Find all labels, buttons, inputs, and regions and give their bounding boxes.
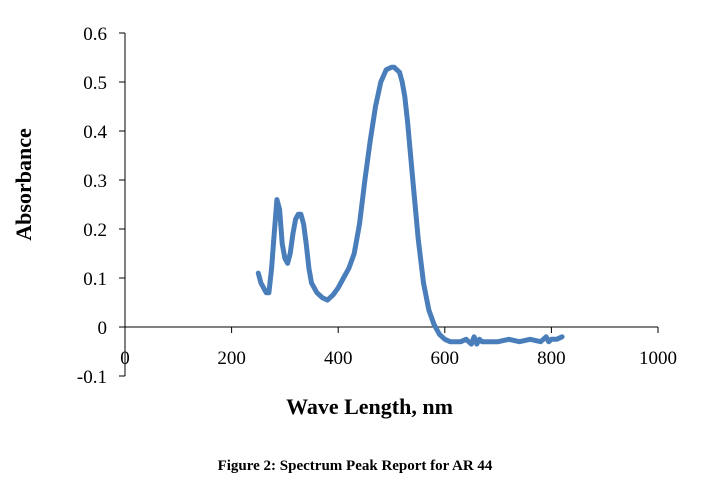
- y-axis-title: Absorbance: [11, 128, 36, 241]
- axes: [119, 32, 659, 377]
- y-tick-label: 0: [98, 318, 108, 339]
- x-tick-label: 1000: [639, 348, 677, 369]
- y-axis-tick-labels: 0.6 0.5 0.4 0.3 0.2 0.1 0 -0.1: [77, 24, 108, 388]
- series-lines: [255, 64, 565, 347]
- y-tick-label: 0.6: [83, 24, 107, 45]
- x-tick-label: 200: [217, 348, 246, 369]
- y-tick-label: 0.5: [83, 73, 107, 94]
- y-tick-label: 0.3: [83, 171, 107, 192]
- figure-caption: Figure 2: Spectrum Peak Report for AR 44: [217, 458, 493, 474]
- x-axis-tick-labels: 0 200 400 600 800 1000: [120, 348, 677, 369]
- y-tick-label: -0.1: [77, 367, 107, 388]
- x-tick-label: 400: [324, 348, 353, 369]
- x-tick-label: 800: [537, 348, 566, 369]
- y-tick-label: 0.4: [83, 122, 107, 143]
- y-tick-label: 0.1: [83, 269, 107, 290]
- absorbance-series-line: [255, 64, 565, 347]
- y-tick-label: 0.2: [83, 220, 107, 241]
- x-axis-title: Wave Length, nm: [286, 394, 453, 419]
- x-tick-label: 600: [431, 348, 460, 369]
